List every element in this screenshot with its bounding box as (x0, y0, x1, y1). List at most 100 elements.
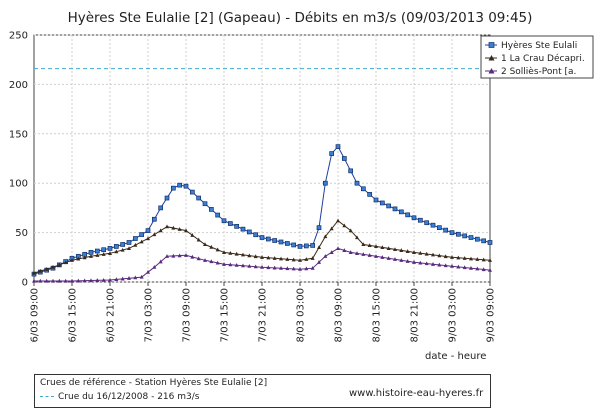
series-point (481, 267, 486, 272)
series-point (481, 238, 487, 244)
series-point (209, 244, 214, 249)
series-point (284, 241, 290, 246)
series-point (431, 252, 435, 257)
series-point (393, 257, 397, 261)
series-point (120, 247, 125, 252)
series-point (379, 200, 385, 206)
series-point (266, 265, 271, 270)
series-point (386, 246, 391, 251)
reference-item-label: Crue du 16/12/2008 - 216 m3/s (58, 392, 200, 402)
legend: Hyères Ste Eulali 1 La Crau Décapri. 2 Sol… (480, 35, 594, 79)
series-point (469, 265, 473, 270)
series-point (367, 253, 372, 257)
series-point (228, 250, 233, 255)
series-point (44, 278, 49, 283)
series-point (63, 260, 68, 265)
series-point (146, 269, 150, 274)
series-point (82, 278, 87, 283)
y-tick-label: 0 (22, 278, 28, 289)
series-point (227, 221, 233, 226)
series-point (234, 263, 239, 267)
series-point (253, 264, 258, 269)
series-point (57, 262, 62, 267)
series-point (101, 252, 106, 256)
legend-label: Hyères Ste Eulali (501, 40, 577, 51)
series-point (348, 228, 353, 233)
series-point (152, 264, 157, 269)
legend-marker-triangle-icon (488, 55, 495, 61)
series-point (279, 265, 283, 270)
series-point (475, 266, 480, 271)
series-point (412, 250, 416, 254)
series-point (361, 252, 366, 256)
series-point (177, 253, 182, 258)
series-point (272, 238, 278, 243)
series-point (487, 240, 493, 245)
series-point (329, 151, 335, 156)
series-point (298, 258, 302, 262)
series-point (126, 240, 132, 245)
series-point (165, 224, 169, 229)
series-point (481, 257, 486, 262)
series-point (114, 277, 119, 282)
series-point (342, 223, 347, 228)
x-tick-label: 7/03 15:00 (220, 288, 231, 342)
y-tick-label: 50 (15, 228, 28, 239)
series-point (234, 223, 240, 229)
series-point (310, 243, 316, 248)
series-point (171, 253, 176, 258)
series-point (322, 180, 328, 186)
series-point (348, 168, 354, 174)
reference-dash-icon (40, 396, 54, 397)
series-point (95, 253, 100, 257)
series-point (399, 248, 404, 252)
series-point (266, 255, 271, 260)
series-point (303, 243, 309, 249)
series-point (316, 225, 322, 231)
series-point (380, 245, 385, 250)
series-point (190, 254, 195, 259)
series-point (164, 195, 170, 201)
series-point (436, 225, 442, 231)
series-point (279, 256, 283, 261)
series-point (133, 242, 138, 247)
series-point (456, 255, 461, 260)
series-point (285, 266, 290, 271)
series-point (177, 182, 183, 188)
series-point (424, 220, 430, 226)
series-point (329, 226, 334, 231)
x-tick-label: 8/03 09:00 (334, 288, 345, 342)
series-point (475, 257, 480, 261)
series-point (291, 257, 296, 262)
x-tick-label: 8/03 21:00 (410, 288, 421, 342)
series-point (170, 185, 176, 191)
series-point (101, 277, 106, 282)
series-point (38, 278, 43, 283)
series-point (196, 237, 201, 242)
series-point (469, 256, 473, 261)
x-tick-label: 6/03 21:00 (106, 288, 117, 342)
series-point (462, 256, 467, 260)
series-point (139, 274, 144, 279)
series-point (399, 258, 404, 262)
series-point (139, 239, 144, 244)
series-point (222, 262, 226, 266)
series-point (114, 249, 119, 254)
series-point (488, 267, 492, 272)
series-point (158, 259, 163, 264)
series-point (361, 242, 366, 247)
x-tick-label: 8/03 03:00 (296, 288, 307, 342)
series-point (127, 276, 131, 280)
series-point (355, 251, 359, 255)
series-point (127, 246, 131, 251)
website-link[interactable]: www.histoire-eau-hyeres.fr (349, 388, 484, 399)
series-point (253, 254, 258, 259)
y-tick-label: 250 (9, 31, 28, 42)
series-point (171, 225, 176, 230)
series-point (310, 265, 315, 270)
series-point (241, 263, 245, 268)
series-point (76, 278, 81, 283)
series-point (189, 189, 195, 195)
series-point (139, 232, 145, 237)
